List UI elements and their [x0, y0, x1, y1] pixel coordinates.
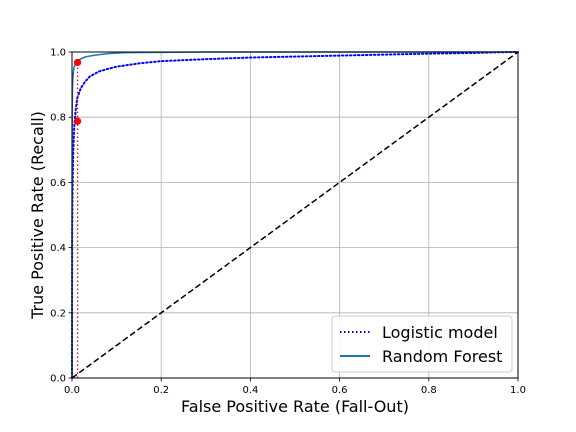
legend-entry-random-forest: Random Forest	[382, 347, 502, 366]
x-tick-label: 1.0	[510, 385, 526, 396]
diagonal-reference-line	[71, 51, 519, 379]
axes-frame	[71, 51, 519, 379]
threshold-marker-point	[73, 117, 82, 125]
legend-entry-logistic: Logistic model	[382, 323, 498, 342]
y-tick-label: 0.6	[50, 178, 66, 189]
threshold-marker-point	[73, 58, 82, 67]
y-tick-label: 1.0	[50, 48, 66, 59]
legend: Logistic model Random Forest	[331, 315, 513, 373]
x-axis-label: False Positive Rate (Fall-Out)	[181, 397, 409, 416]
x-tick-label: 0.4	[242, 385, 258, 396]
x-tick-label: 0.2	[153, 385, 169, 396]
x-tick-label: 0.0	[64, 385, 80, 396]
x-tick-label: 0.8	[421, 385, 437, 396]
y-tick-label: 0.2	[50, 308, 66, 319]
legend-box	[331, 315, 513, 373]
y-axis-label: True Positive Rate (Recall)	[28, 111, 47, 320]
axis-ticks: 0.0 0.2 0.4 0.6 0.8 1.0 0.0 0.2 0.4 0.6 0.8 1.0	[50, 48, 526, 397]
y-tick-label: 0.4	[50, 243, 66, 254]
x-tick-label: 0.6	[332, 385, 348, 396]
series-line-logistic-model	[71, 51, 519, 379]
y-tick-label: 0.8	[50, 113, 66, 124]
y-tick-label: 0.0	[50, 374, 66, 385]
